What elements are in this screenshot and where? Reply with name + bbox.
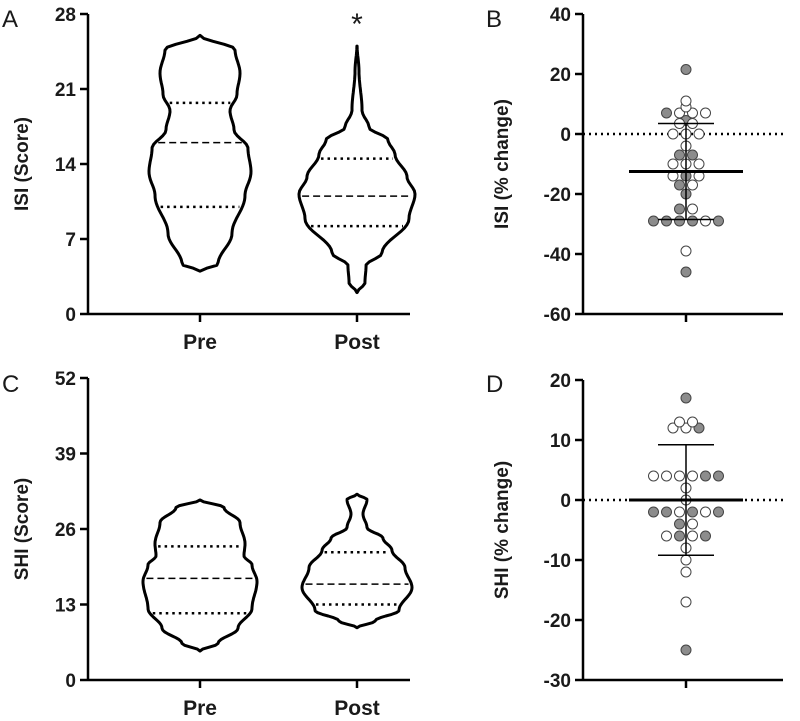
y-tick-label: -10 — [544, 551, 571, 572]
data-point-open — [661, 530, 672, 542]
data-point-open — [667, 158, 679, 170]
y-tick-label: -40 — [544, 245, 571, 266]
y-axis-label: ISI (% change) — [492, 99, 513, 229]
significance-marker: * — [351, 8, 363, 41]
panel-letter: C — [2, 371, 19, 398]
y-tick-label: 52 — [55, 369, 76, 390]
data-point-open — [680, 95, 692, 107]
data-point-filled — [674, 215, 685, 227]
panel-d: D -30 -20 -10 0 10 20 SHI (% change) — [486, 371, 783, 692]
data-point-filled — [661, 215, 672, 227]
data-point-open — [680, 566, 692, 578]
y-tick-label: -30 — [544, 671, 571, 692]
y-tick-label: 7 — [65, 230, 76, 251]
y-tick-label: 10 — [550, 431, 571, 452]
data-point-filled — [700, 470, 711, 482]
violin-pre — [141, 498, 259, 653]
data-point-filled — [687, 149, 698, 161]
data-point-filled — [680, 64, 692, 75]
panel-a: A 0 7 14 21 28 ISI (Score) Pre Post * — [2, 5, 417, 354]
x-category-label: Post — [334, 331, 380, 354]
y-tick-label: 21 — [55, 80, 77, 101]
data-point-filled — [648, 506, 659, 518]
data-point-open — [674, 470, 685, 482]
data-point-filled — [661, 506, 672, 518]
data-point-open — [674, 416, 685, 428]
y-tick-label: 0 — [560, 125, 571, 146]
data-point-filled — [648, 215, 659, 227]
violin-post — [297, 44, 417, 295]
data-point-open — [687, 530, 698, 542]
data-point-open — [687, 518, 698, 530]
data-point-open — [667, 128, 679, 140]
y-tick-label: 39 — [55, 445, 76, 466]
data-point-open — [700, 107, 711, 119]
data-point-open — [661, 470, 672, 482]
y-tick-label: 13 — [55, 596, 76, 617]
y-tick-label: -60 — [544, 305, 571, 326]
x-category-label: Pre — [183, 331, 217, 354]
y-tick-label: -20 — [544, 611, 571, 632]
data-point-open — [693, 158, 705, 170]
data-point-open — [680, 554, 692, 566]
panel-b: B -60 -40 -20 0 20 40 ISI (% change) — [486, 5, 783, 326]
y-tick-label: 28 — [55, 5, 76, 26]
data-point-open — [680, 596, 692, 608]
data-point-filled — [661, 107, 672, 119]
y-axis-label: ISI (Score) — [12, 117, 33, 211]
data-point-filled — [713, 506, 724, 518]
data-point-filled — [674, 179, 685, 191]
x-category-label: Pre — [183, 697, 217, 720]
data-point-filled — [680, 266, 692, 278]
data-point-filled — [687, 506, 698, 518]
data-point-filled — [674, 203, 685, 215]
y-tick-label: 0 — [560, 491, 571, 512]
y-tick-label: 20 — [550, 371, 571, 392]
data-point-filled — [687, 215, 698, 227]
y-tick-label: 14 — [55, 155, 77, 176]
panel-letter: B — [486, 6, 502, 33]
data-point-filled — [700, 530, 711, 542]
y-tick-label: 40 — [550, 5, 571, 26]
data-point-open — [700, 506, 711, 518]
data-point-open — [687, 179, 698, 191]
data-point-filled — [674, 518, 685, 530]
data-point-open — [674, 506, 685, 518]
data-point-open — [680, 245, 692, 257]
panel-c: C 0 13 26 39 52 SHI (Score) Pre Post — [2, 369, 414, 720]
data-point-filled — [674, 149, 685, 161]
y-tick-label: 0 — [65, 671, 76, 692]
y-axis-label: SHI (% change) — [492, 461, 513, 599]
data-point-open — [693, 128, 705, 140]
violin-pre — [147, 33, 253, 273]
data-point-filled — [713, 470, 724, 482]
y-axis-label: SHI (Score) — [12, 478, 33, 580]
data-point-open — [687, 470, 698, 482]
data-point-open — [648, 470, 659, 482]
data-point-open — [700, 215, 711, 227]
y-tick-label: 20 — [550, 65, 571, 86]
y-tick-label: 26 — [55, 520, 76, 541]
violin-post — [300, 492, 414, 630]
data-point-filled — [680, 644, 692, 656]
panel-letter: D — [486, 371, 503, 398]
data-point-open — [687, 416, 698, 428]
data-point-open — [687, 203, 698, 215]
panel-letter: A — [2, 6, 18, 33]
data-point-filled — [680, 392, 692, 404]
y-tick-label: 0 — [65, 305, 76, 326]
y-tick-label: -20 — [544, 185, 571, 206]
data-point-filled — [674, 530, 685, 542]
data-point-filled — [713, 215, 724, 227]
x-category-label: Post — [334, 697, 380, 720]
